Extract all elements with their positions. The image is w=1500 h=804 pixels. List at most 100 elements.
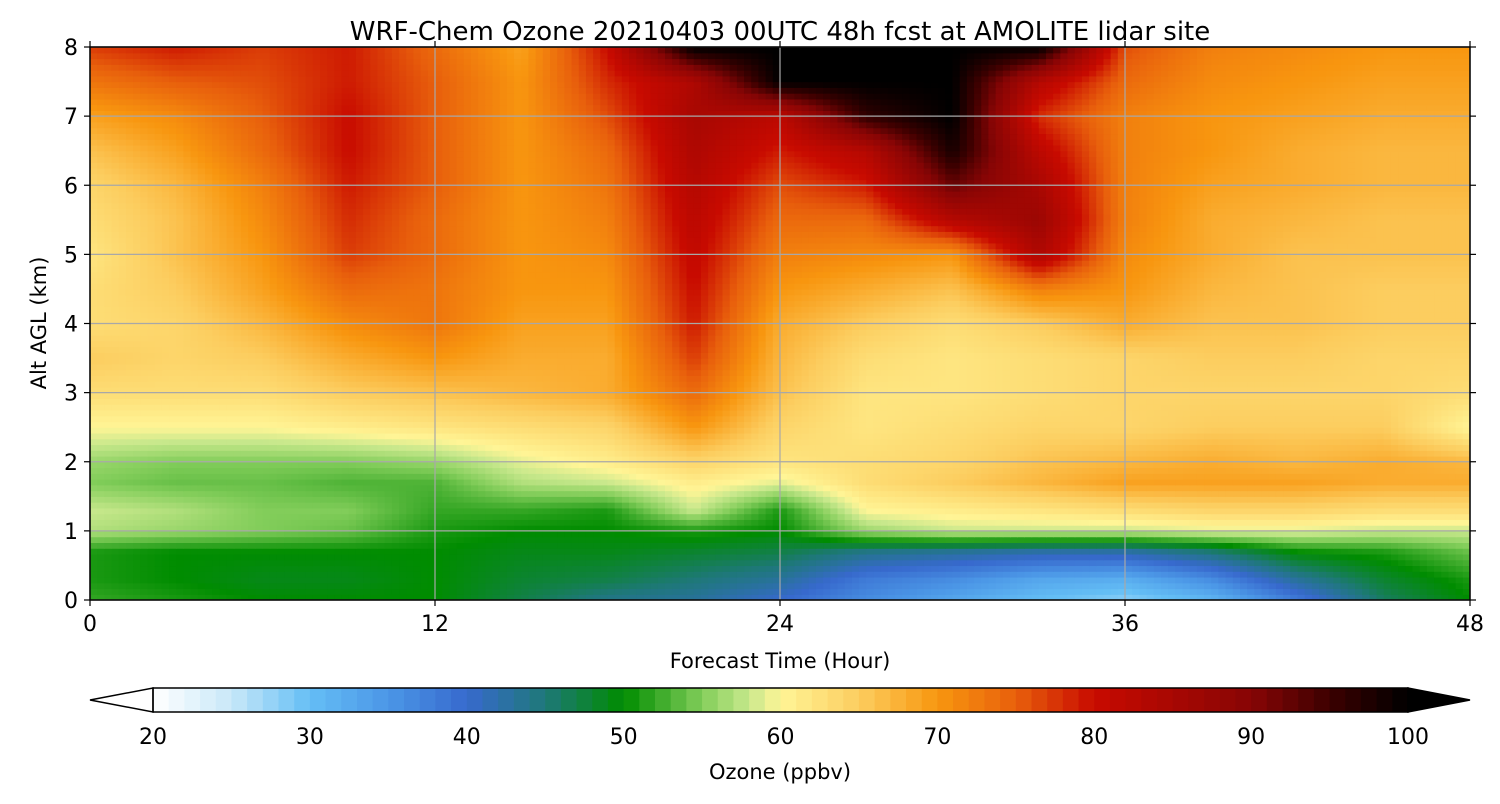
heatmap-cell (945, 455, 954, 463)
heatmap-cell (291, 502, 300, 509)
heatmap-cell (1117, 461, 1126, 469)
heatmap-cell (823, 548, 831, 555)
heatmap-cell (823, 571, 831, 578)
heatmap-cell (621, 571, 630, 578)
heatmap-cell (320, 594, 328, 600)
heatmap-cell (657, 502, 666, 509)
heatmap-cell (930, 461, 939, 469)
heatmap-cell (248, 519, 256, 526)
heatmap-cell (629, 490, 637, 497)
heatmap-cell (118, 536, 127, 543)
heatmap-cell (708, 582, 716, 590)
heatmap-cell (219, 513, 228, 520)
heatmap-cell (478, 507, 486, 515)
heatmap-cell (305, 565, 314, 572)
heatmap-cell (1132, 582, 1140, 590)
heatmap-cell (1211, 559, 1220, 567)
heatmap-cell (478, 490, 486, 497)
heatmap-cell (262, 576, 271, 584)
heatmap-cell (506, 519, 515, 526)
heatmap-cell (542, 542, 551, 549)
heatmap-cell (722, 450, 731, 457)
heatmap-cell (111, 502, 120, 509)
heatmap-cell (959, 467, 968, 474)
heatmap-cell (1333, 530, 1342, 538)
heatmap-cell (585, 565, 594, 572)
heatmap-cell (190, 479, 199, 486)
heatmap-cell (1340, 548, 1349, 555)
heatmap-cell (420, 502, 429, 509)
heatmap-cell (1153, 553, 1162, 561)
heatmap-cell (974, 450, 982, 457)
heatmap-cell (291, 553, 300, 561)
heatmap-cell (1297, 519, 1306, 526)
heatmap-cell (600, 525, 609, 532)
heatmap-cell (923, 576, 932, 584)
heatmap-cell (133, 519, 141, 526)
heatmap-cell (161, 536, 170, 543)
heatmap-cell (391, 530, 400, 538)
heatmap-cell (557, 576, 565, 584)
heatmap-cell (320, 513, 328, 520)
heatmap-cell (923, 502, 932, 509)
heatmap-cell (550, 559, 558, 567)
heatmap-cell (988, 490, 997, 497)
heatmap-cell (1398, 565, 1406, 572)
heatmap-cell (399, 525, 407, 532)
heatmap-cell (1132, 502, 1140, 509)
heatmap-cell (514, 496, 522, 503)
heatmap-cell (1441, 467, 1450, 474)
heatmap-cell (190, 513, 199, 520)
heatmap-cell (930, 559, 939, 567)
heatmap-cell (521, 542, 530, 549)
heatmap-cell (930, 507, 939, 515)
heatmap-cell (327, 513, 335, 520)
heatmap-cell (1412, 553, 1421, 561)
heatmap-cell (614, 536, 623, 543)
heatmap-cell (1347, 536, 1356, 543)
heatmap-cell (161, 525, 170, 532)
heatmap-cell (823, 582, 831, 590)
heatmap-cell (1132, 507, 1140, 515)
heatmap-cell (1362, 519, 1370, 526)
heatmap-cell (521, 565, 530, 572)
heatmap-cell (1031, 496, 1040, 503)
heatmap-cell (844, 490, 853, 497)
heatmap-cell (104, 450, 113, 457)
heatmap-cell (1132, 536, 1140, 543)
heatmap-cell (1441, 473, 1450, 480)
heatmap-cell (154, 455, 163, 463)
heatmap-cell (183, 559, 192, 567)
heatmap-cell (1398, 496, 1406, 503)
heatmap-cell (1024, 588, 1033, 595)
heatmap-cell (607, 594, 616, 600)
heatmap-cell (1117, 450, 1126, 457)
heatmap-cell (1045, 576, 1054, 584)
heatmap-cell (1204, 450, 1212, 457)
heatmap-cell (1448, 479, 1457, 486)
heatmap-cell (212, 548, 220, 555)
heatmap-cell (1089, 450, 1097, 457)
heatmap-cell (470, 553, 479, 561)
heatmap-cell (1247, 484, 1255, 492)
heatmap-cell (571, 484, 580, 492)
heatmap-cell (1067, 519, 1076, 526)
heatmap-cell (528, 502, 537, 509)
heatmap-cell (298, 461, 307, 469)
heatmap-cell (248, 479, 256, 486)
heatmap-cell (226, 467, 235, 474)
heatmap-cell (420, 588, 429, 595)
heatmap-cell (406, 594, 415, 600)
heatmap-cell (442, 525, 450, 532)
heatmap-cell (657, 490, 666, 497)
heatmap-cell (1060, 553, 1069, 561)
heatmap-cell (1096, 530, 1105, 538)
heatmap-cell (104, 565, 113, 572)
heatmap-cell (284, 536, 292, 543)
heatmap-cell (909, 513, 918, 520)
heatmap-cell (1053, 479, 1061, 486)
heatmap-cell (938, 502, 946, 509)
heatmap-cell (1355, 473, 1363, 480)
heatmap-cell (650, 496, 659, 503)
heatmap-cell (830, 455, 839, 463)
